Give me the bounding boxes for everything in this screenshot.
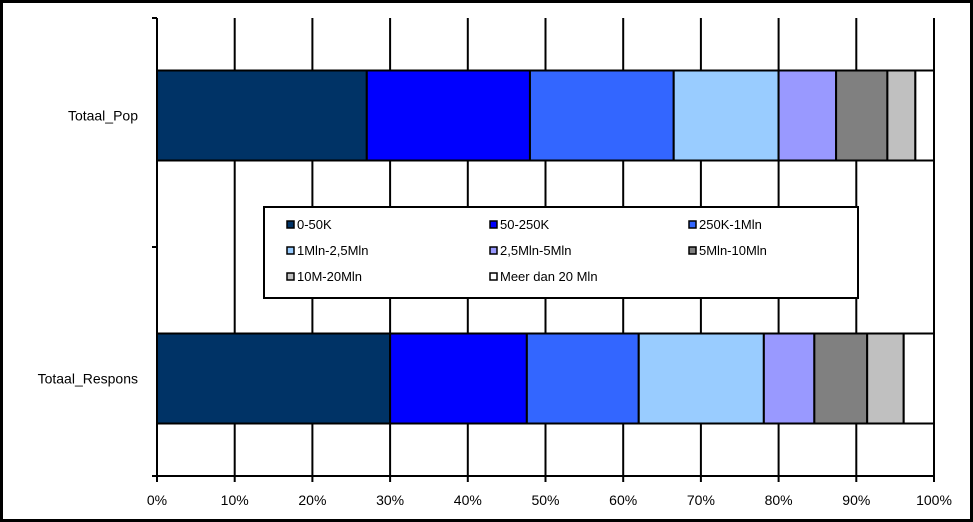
legend-swatch — [688, 246, 697, 255]
legend-label: 250K-1Mln — [699, 217, 762, 232]
bar-segment — [886, 69, 917, 162]
bar-segment — [813, 332, 869, 425]
bar-segment — [528, 69, 675, 162]
legend-label: Meer dan 20 Mln — [500, 269, 598, 284]
legend-swatch — [286, 220, 295, 229]
x-tick-label: 20% — [298, 492, 326, 508]
legend-swatch — [688, 220, 697, 229]
x-tick-label: 40% — [454, 492, 482, 508]
x-tick-label: 50% — [531, 492, 559, 508]
legend-swatch — [489, 220, 498, 229]
legend-label: 10M-20Mln — [297, 269, 362, 284]
x-tick-label: 10% — [221, 492, 249, 508]
category-label: Totaal_Pop — [68, 108, 138, 124]
legend-label: 5Mln-10Mln — [699, 243, 767, 258]
legend-swatch — [489, 246, 498, 255]
legend-swatch — [286, 272, 295, 281]
bar-segment — [914, 69, 935, 162]
x-tick-label: 30% — [376, 492, 404, 508]
axes — [152, 17, 935, 482]
bar-segment — [365, 69, 531, 162]
x-tick-label: 80% — [765, 492, 793, 508]
x-tick-label: 100% — [916, 492, 952, 508]
legend: 0-50K 50-250K 250K-1Mln 1Mln-2,5Mln 2,5Mln-5… — [263, 206, 859, 299]
x-tick-label: 60% — [609, 492, 637, 508]
bar-segment — [672, 69, 780, 162]
legend-swatch — [286, 246, 295, 255]
legend-swatch — [489, 272, 498, 281]
x-tick-label: 70% — [687, 492, 715, 508]
x-tick-labels: 0% 10% 20% 30% 40% 50% 60% 70% 80% 90% 100% — [147, 492, 952, 508]
bar-segment — [637, 332, 765, 425]
bar-segment — [902, 332, 936, 425]
bar-segment — [525, 332, 640, 425]
x-tick-label: 0% — [147, 492, 167, 508]
legend-label: 50-250K — [500, 217, 549, 232]
legend-label: 0-50K — [297, 217, 332, 232]
legend-box — [263, 206, 859, 299]
category-label: Totaal_Respons — [38, 371, 138, 387]
legend-label: 2,5Mln-5Mln — [500, 243, 572, 258]
bar-segment — [866, 332, 905, 425]
bar-segment — [777, 69, 838, 162]
bar-segment — [156, 332, 392, 425]
bar-segment — [762, 332, 816, 425]
x-tick-label: 90% — [842, 492, 870, 508]
legend-label: 1Mln-2,5Mln — [297, 243, 369, 258]
category-labels: Totaal_Pop Totaal_Respons — [38, 108, 139, 387]
bar-segment — [835, 69, 889, 162]
bar-segment — [156, 69, 368, 162]
bar-segment — [389, 332, 528, 425]
bars — [156, 69, 936, 425]
